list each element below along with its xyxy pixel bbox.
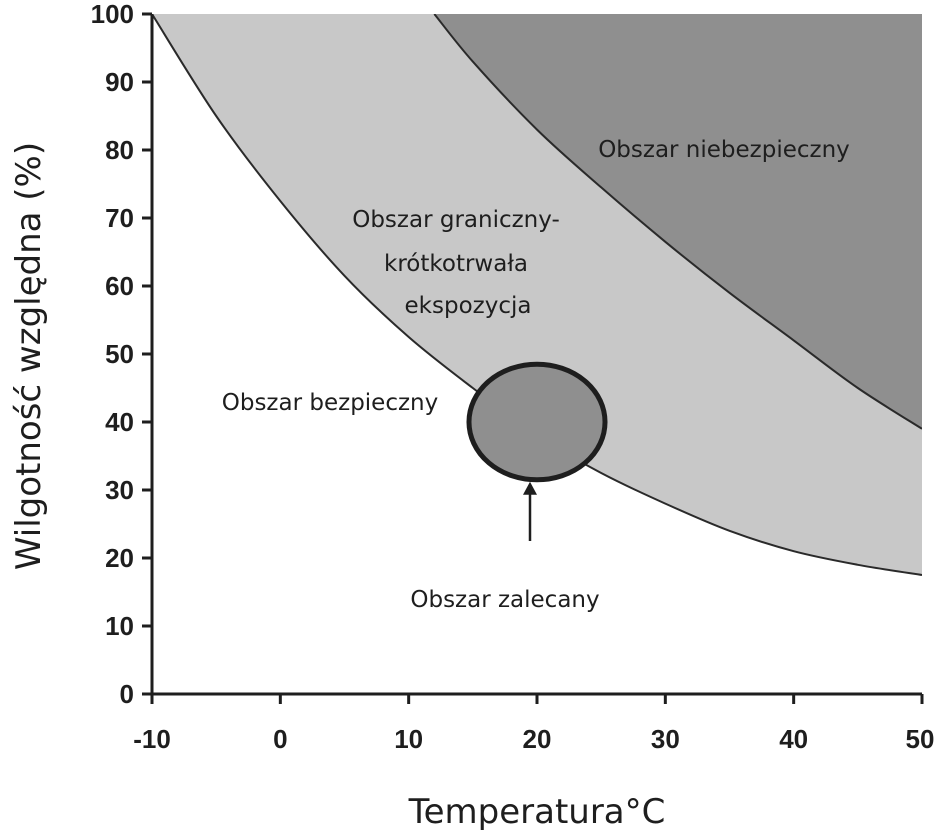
y-tick-label: 20: [105, 543, 134, 573]
borderline-region-label-line-3: ekspozycja: [405, 293, 532, 319]
y-tick-label: 100: [91, 0, 134, 29]
y-tick-label: 50: [105, 339, 134, 369]
x-tick-label: -10: [133, 724, 171, 754]
y-tick-label: 0: [120, 679, 134, 709]
recommended-zone-ellipse: [466, 361, 608, 483]
danger-region: [434, 14, 922, 429]
x-tick-label: 0: [273, 724, 287, 754]
danger-boundary-curve: [433, 14, 922, 430]
y-tick-label: 40: [105, 407, 134, 437]
x-tick-label: 50: [906, 724, 935, 754]
safe-region-label: Obszar bezpieczny: [222, 390, 439, 416]
y-tick-label: 90: [105, 67, 134, 97]
y-axis-title: Wilgotność względna (%): [9, 142, 49, 570]
x-tick-label: 20: [523, 724, 552, 754]
y-tick-label: 60: [105, 271, 134, 301]
y-tick-label: 80: [105, 135, 134, 165]
plot-area: [152, 14, 922, 576]
recommended-zone-arrowhead: [523, 481, 537, 495]
x-axis-ticks: -10 0 10 20 30 40 50: [133, 694, 934, 754]
danger-region-label: Obszar niebezpieczny: [598, 137, 850, 163]
x-axis-title: Temperatura°C: [408, 792, 666, 832]
x-tick-label: 40: [779, 724, 808, 754]
y-axis-ticks: 0 10 20 30 40 50 60 70 80 90 100: [91, 0, 152, 709]
borderline-region-label-line-2: krótkotrwała: [384, 251, 528, 277]
borderline-region-label-line-1: Obszar graniczny-: [352, 207, 560, 233]
x-tick-label: 10: [394, 724, 423, 754]
x-tick-label: 30: [651, 724, 680, 754]
y-tick-label: 70: [105, 203, 134, 233]
y-tick-label: 30: [105, 475, 134, 505]
recommended-zone-label: Obszar zalecany: [410, 587, 599, 613]
y-tick-label: 10: [105, 611, 134, 641]
